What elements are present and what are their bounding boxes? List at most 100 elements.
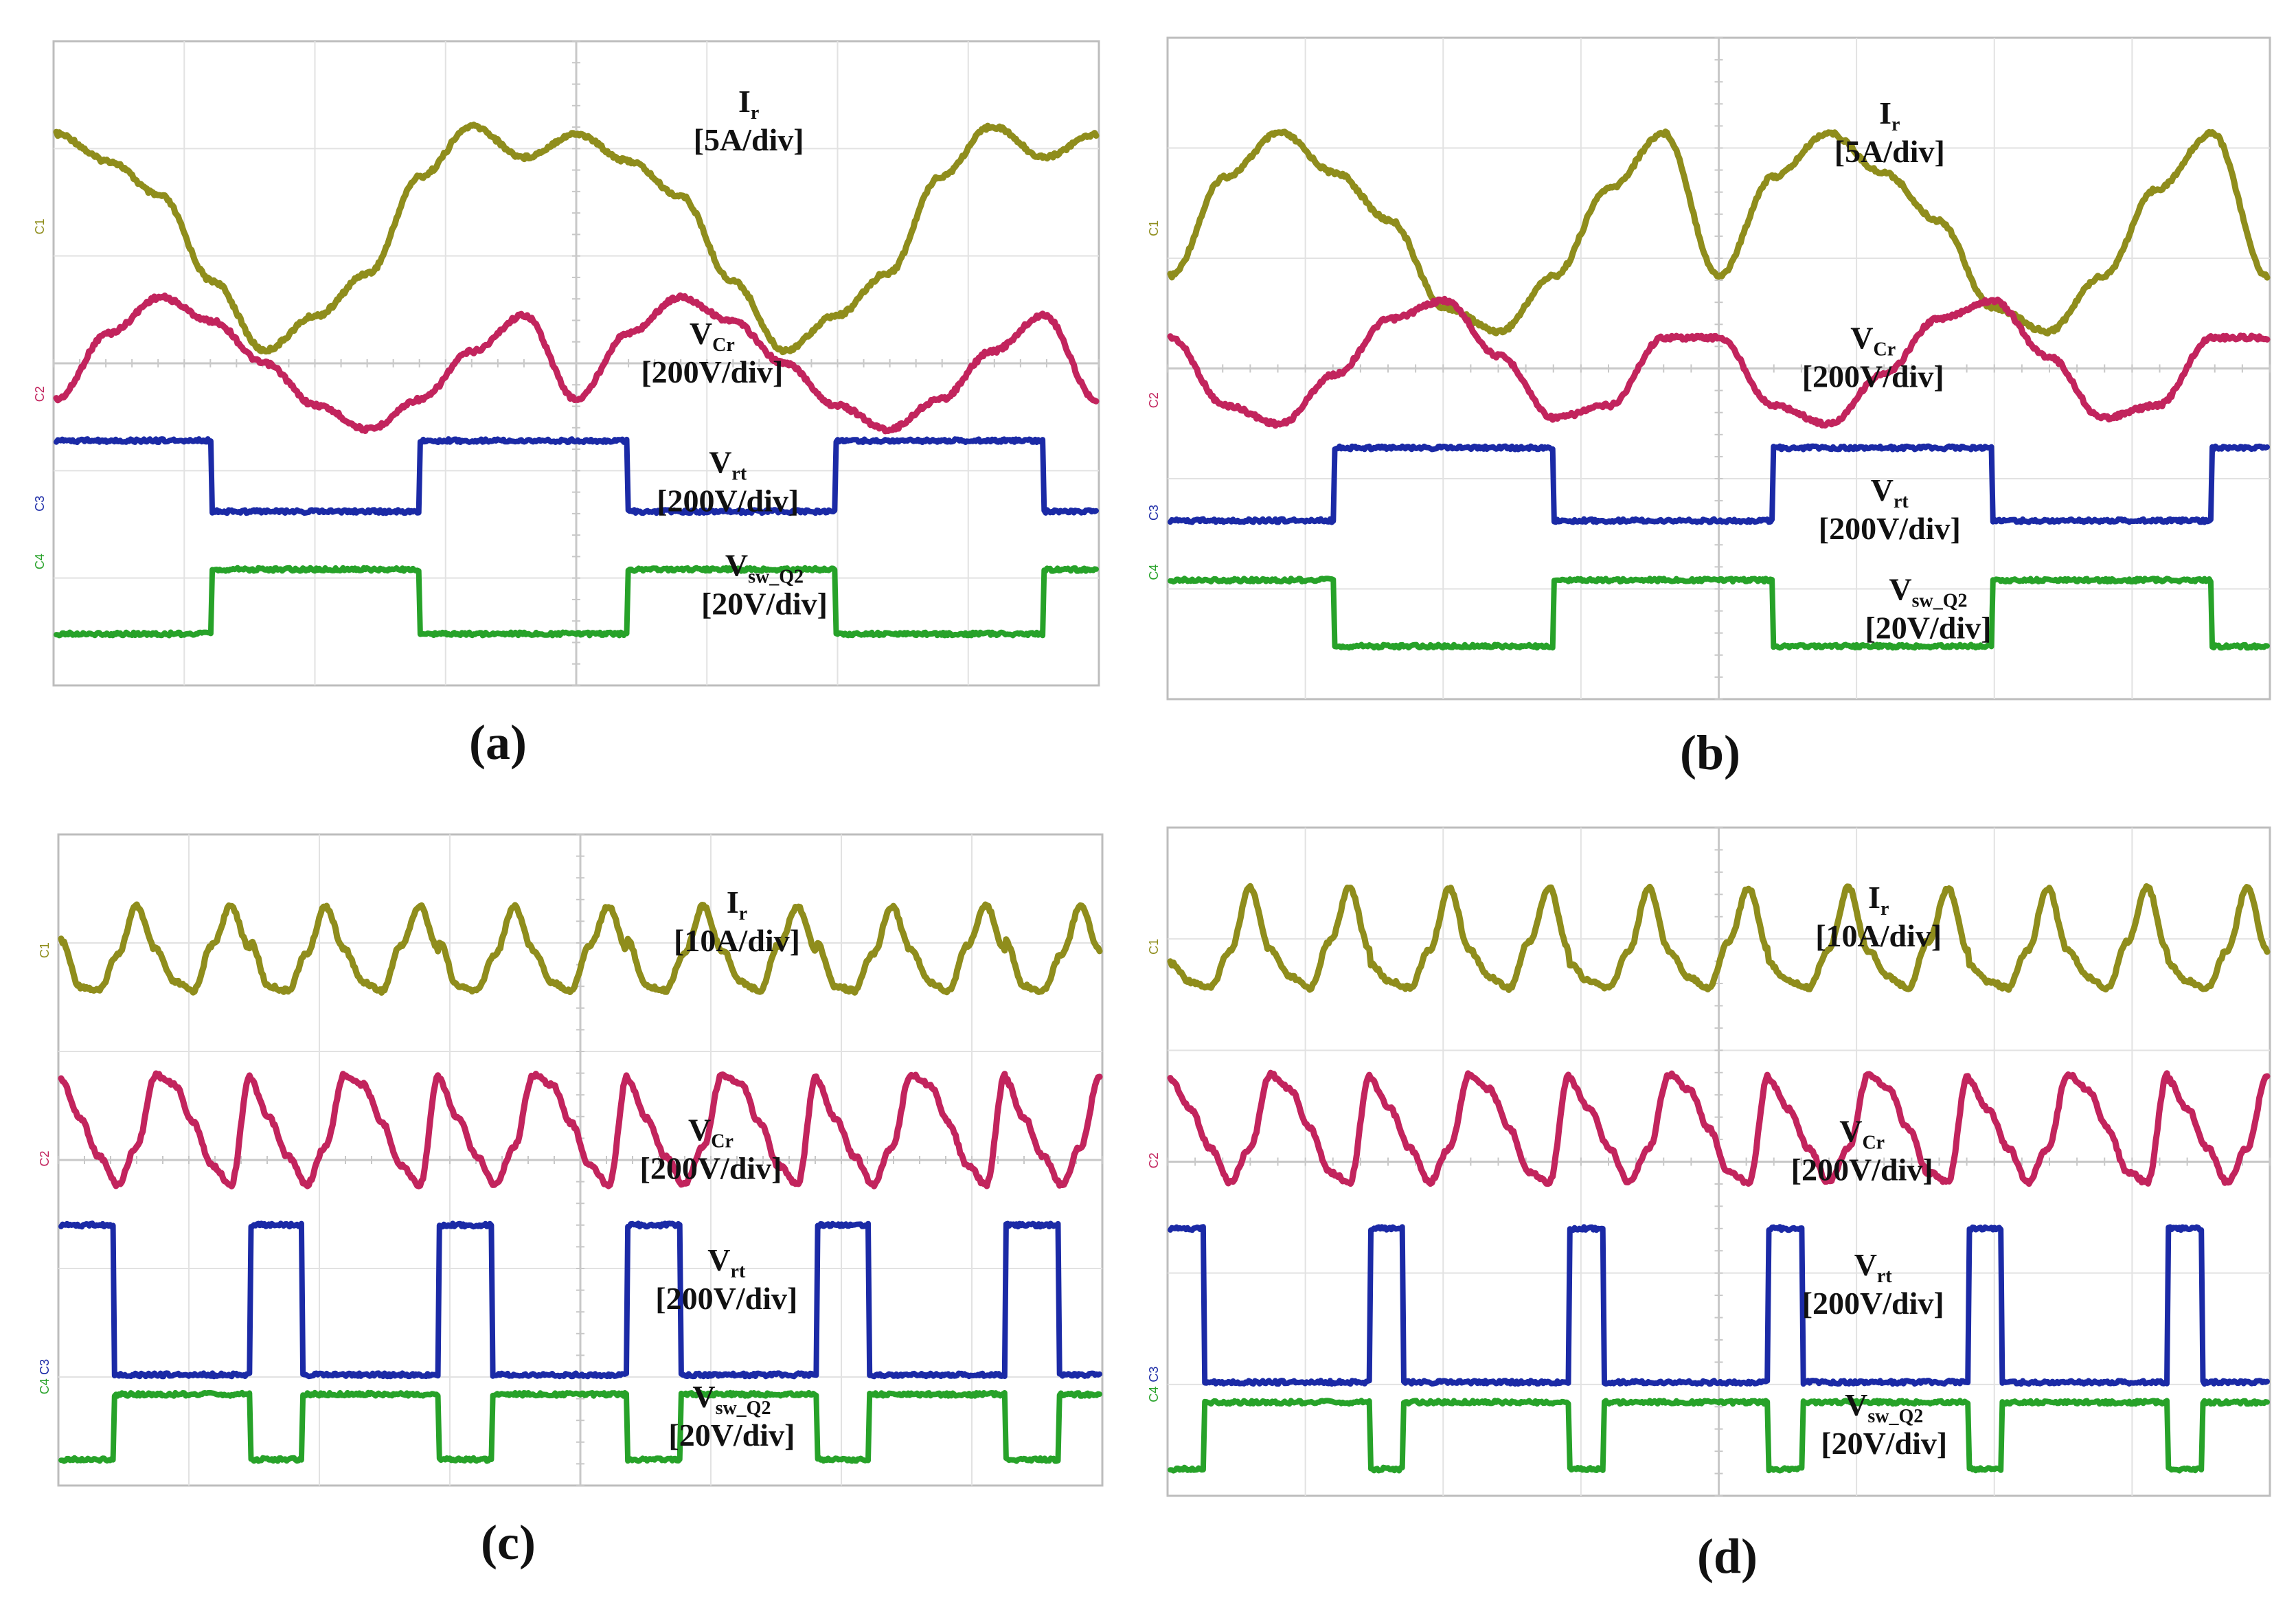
series-symbol: V bbox=[690, 316, 712, 351]
series-symbol: V bbox=[1854, 1247, 1877, 1282]
panel-caption: (a) bbox=[469, 715, 527, 770]
series-scale: [20V/div] bbox=[701, 587, 828, 622]
channel-marker: C4 bbox=[38, 1378, 52, 1394]
series-scale: [200V/div] bbox=[1791, 1152, 1933, 1187]
series-label: Vrt bbox=[1854, 1247, 1893, 1287]
panel-caption: (b) bbox=[1680, 725, 1740, 780]
series-symbol: V bbox=[1850, 321, 1873, 356]
trace-vswq2 bbox=[1168, 576, 2270, 651]
series-symbol: I bbox=[1868, 880, 1880, 915]
trace-vrt bbox=[1168, 443, 2270, 525]
series-label: Vrt bbox=[709, 444, 747, 484]
series-subscript: r bbox=[1880, 898, 1889, 920]
series-symbol: V bbox=[692, 1379, 715, 1414]
series-scale: [10A/div] bbox=[1815, 918, 1942, 953]
series-subscript: Cr bbox=[1862, 1132, 1885, 1153]
trace-vrt bbox=[58, 1220, 1102, 1380]
series-label: Ir bbox=[738, 84, 759, 124]
panel-caption: (c) bbox=[481, 1515, 536, 1570]
series-symbol: V bbox=[709, 444, 731, 479]
panel-a: C1Ir[5A/div]C2VCr[200V/div]C3Vrt[200V/di… bbox=[33, 40, 1100, 770]
series-symbol: V bbox=[725, 548, 748, 583]
channel-marker: C2 bbox=[38, 1150, 52, 1166]
series-symbol: V bbox=[1845, 1387, 1867, 1422]
series-subscript: rt bbox=[731, 1261, 746, 1282]
trace-ir bbox=[1167, 128, 2271, 337]
series-symbol: V bbox=[1839, 1113, 1862, 1148]
series-label: Ir bbox=[1868, 880, 1889, 920]
channel-marker: C3 bbox=[33, 496, 47, 512]
series-scale: [20V/div] bbox=[668, 1418, 795, 1453]
panel-b: C1Ir[5A/div]C2VCr[200V/div]C3Vrt[200V/di… bbox=[1147, 36, 2271, 780]
series-label: Ir bbox=[727, 885, 747, 924]
series-symbol: V bbox=[1889, 572, 1911, 607]
trace-vrt bbox=[1168, 1224, 2270, 1387]
trace-vcr bbox=[53, 292, 1100, 435]
series-symbol: V bbox=[1871, 473, 1894, 508]
series-subscript: rt bbox=[1877, 1266, 1892, 1287]
channel-marker: C1 bbox=[38, 942, 52, 958]
series-symbol: V bbox=[688, 1113, 711, 1148]
series-symbol: I bbox=[727, 885, 739, 920]
series-label: Vsw_Q2 bbox=[725, 548, 804, 588]
series-label: VCr bbox=[688, 1113, 734, 1152]
panel-caption: (d) bbox=[1697, 1529, 1758, 1584]
series-scale: [200V/div] bbox=[640, 1151, 782, 1186]
series-symbol: V bbox=[707, 1242, 730, 1277]
channel-marker: C4 bbox=[1147, 1387, 1161, 1402]
trace-vcr bbox=[1167, 1069, 2271, 1187]
channel-marker: C2 bbox=[33, 386, 47, 402]
series-subscript: rt bbox=[731, 463, 747, 484]
series-subscript: r bbox=[739, 903, 747, 924]
series-label: Vrt bbox=[1871, 473, 1909, 512]
series-label: Vsw_Q2 bbox=[1889, 572, 1967, 612]
series-subscript: Cr bbox=[1873, 339, 1896, 361]
series-scale: [20V/div] bbox=[1821, 1426, 1947, 1461]
trace-vcr bbox=[1167, 295, 2271, 429]
series-subscript: sw_Q2 bbox=[716, 1398, 771, 1419]
channel-marker: C2 bbox=[1147, 392, 1161, 408]
series-scale: [10A/div] bbox=[674, 923, 800, 958]
series-symbol: I bbox=[1879, 95, 1891, 130]
series-symbol: I bbox=[738, 84, 751, 119]
trace-vrt bbox=[54, 436, 1099, 516]
trace-ir bbox=[1167, 883, 2271, 993]
series-scale: [5A/div] bbox=[694, 122, 804, 157]
series-label: Ir bbox=[1879, 95, 1900, 135]
channel-marker: C3 bbox=[1147, 505, 1161, 521]
series-label: VCr bbox=[1850, 321, 1896, 361]
series-scale: [200V/div] bbox=[657, 483, 799, 518]
trace-ir bbox=[53, 122, 1100, 356]
series-label: Vsw_Q2 bbox=[692, 1379, 771, 1419]
series-label: Vrt bbox=[707, 1242, 746, 1282]
series-subscript: sw_Q2 bbox=[1867, 1406, 1923, 1427]
series-subscript: rt bbox=[1894, 491, 1909, 512]
channel-marker: C1 bbox=[33, 218, 47, 234]
channel-marker: C3 bbox=[38, 1359, 52, 1375]
channel-marker: C2 bbox=[1147, 1152, 1161, 1168]
series-scale: [5A/div] bbox=[1834, 134, 1945, 169]
series-label: Vsw_Q2 bbox=[1845, 1387, 1923, 1427]
channel-marker: C4 bbox=[1147, 565, 1161, 580]
series-subscript: r bbox=[751, 102, 759, 124]
series-scale: [200V/div] bbox=[641, 354, 783, 389]
series-scale: [200V/div] bbox=[1819, 511, 1961, 546]
channel-marker: C1 bbox=[1147, 220, 1161, 236]
series-subscript: Cr bbox=[711, 1131, 734, 1152]
trace-ir bbox=[58, 901, 1103, 996]
series-subscript: r bbox=[1891, 114, 1900, 135]
channel-marker: C1 bbox=[1147, 939, 1161, 955]
panel-c: C1Ir[10A/div]C2VCr[200V/div]C3Vrt[200V/d… bbox=[38, 833, 1104, 1570]
trace-vswq2 bbox=[58, 1389, 1102, 1464]
series-label: VCr bbox=[690, 316, 735, 356]
panel-d: C1Ir[10A/div]C2VCr[200V/div]C3Vrt[200V/d… bbox=[1147, 826, 2271, 1584]
series-label: VCr bbox=[1839, 1113, 1885, 1153]
trace-vcr bbox=[58, 1070, 1103, 1190]
series-scale: [200V/div] bbox=[655, 1281, 797, 1316]
trace-vswq2 bbox=[1168, 1398, 2270, 1474]
series-subscript: sw_Q2 bbox=[748, 567, 804, 588]
channel-marker: C3 bbox=[1147, 1367, 1161, 1382]
series-scale: [200V/div] bbox=[1802, 359, 1944, 394]
series-scale: [200V/div] bbox=[1802, 1286, 1944, 1321]
